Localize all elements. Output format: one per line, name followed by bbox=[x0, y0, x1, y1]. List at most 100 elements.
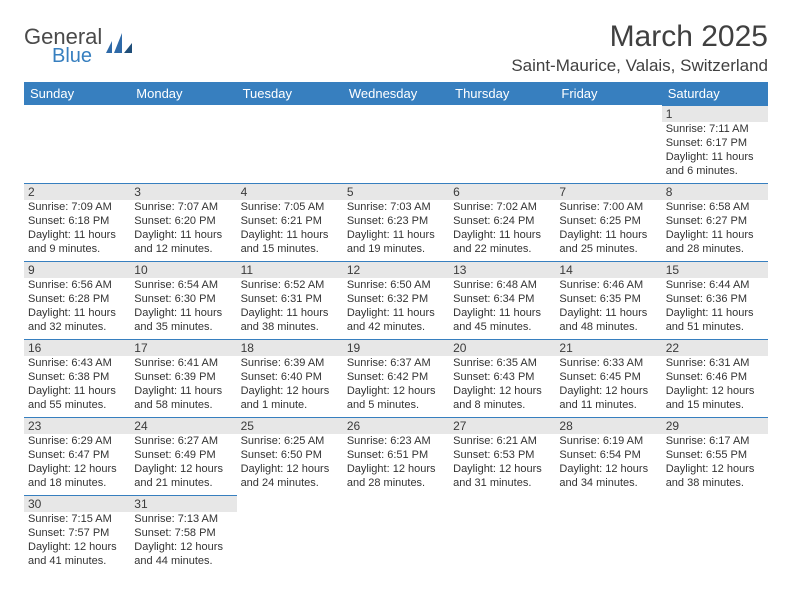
logo: General Blue bbox=[24, 26, 132, 66]
sunset-line: Sunset: 6:23 PM bbox=[347, 215, 445, 229]
sunset-line: Sunset: 6:31 PM bbox=[241, 293, 339, 307]
month-title: March 2025 bbox=[511, 20, 768, 54]
daylight-line: Daylight: 12 hours and 41 minutes. bbox=[28, 541, 126, 569]
sunrise-line: Sunrise: 6:33 AM bbox=[559, 357, 657, 371]
day-number: 30 bbox=[24, 495, 130, 512]
day-details: Sunrise: 6:31 AMSunset: 6:46 PMDaylight:… bbox=[662, 356, 768, 416]
day-number: 23 bbox=[24, 417, 130, 434]
sunset-line: Sunset: 7:57 PM bbox=[28, 527, 126, 541]
day-details: Sunrise: 6:23 AMSunset: 6:51 PMDaylight:… bbox=[343, 434, 449, 494]
day-details: Sunrise: 6:33 AMSunset: 6:45 PMDaylight:… bbox=[555, 356, 661, 416]
day-details: Sunrise: 7:02 AMSunset: 6:24 PMDaylight:… bbox=[449, 200, 555, 260]
calendar-empty bbox=[130, 105, 236, 183]
day-number: 24 bbox=[130, 417, 236, 434]
calendar-day: 16Sunrise: 6:43 AMSunset: 6:38 PMDayligh… bbox=[24, 339, 130, 417]
sunrise-line: Sunrise: 6:43 AM bbox=[28, 357, 126, 371]
daylight-line: Daylight: 11 hours and 22 minutes. bbox=[453, 229, 551, 257]
day-number: 25 bbox=[237, 417, 343, 434]
day-details: Sunrise: 7:07 AMSunset: 6:20 PMDaylight:… bbox=[130, 200, 236, 260]
daylight-line: Daylight: 12 hours and 15 minutes. bbox=[666, 385, 764, 413]
sunset-line: Sunset: 6:47 PM bbox=[28, 449, 126, 463]
day-details: Sunrise: 6:25 AMSunset: 6:50 PMDaylight:… bbox=[237, 434, 343, 494]
weekday-row: SundayMondayTuesdayWednesdayThursdayFrid… bbox=[24, 82, 768, 105]
calendar-day: 29Sunrise: 6:17 AMSunset: 6:55 PMDayligh… bbox=[662, 417, 768, 495]
daylight-line: Daylight: 11 hours and 51 minutes. bbox=[666, 307, 764, 335]
daylight-line: Daylight: 12 hours and 5 minutes. bbox=[347, 385, 445, 413]
daylight-line: Daylight: 11 hours and 58 minutes. bbox=[134, 385, 232, 413]
calendar-day: 14Sunrise: 6:46 AMSunset: 6:35 PMDayligh… bbox=[555, 261, 661, 339]
daylight-line: Daylight: 12 hours and 34 minutes. bbox=[559, 463, 657, 491]
sunset-line: Sunset: 6:32 PM bbox=[347, 293, 445, 307]
day-number: 10 bbox=[130, 261, 236, 278]
day-number: 14 bbox=[555, 261, 661, 278]
sunrise-line: Sunrise: 6:54 AM bbox=[134, 279, 232, 293]
daylight-line: Daylight: 12 hours and 28 minutes. bbox=[347, 463, 445, 491]
weekday-header: Sunday bbox=[24, 82, 130, 105]
daylight-line: Daylight: 11 hours and 12 minutes. bbox=[134, 229, 232, 257]
day-number: 31 bbox=[130, 495, 236, 512]
day-number: 27 bbox=[449, 417, 555, 434]
calendar-day: 2Sunrise: 7:09 AMSunset: 6:18 PMDaylight… bbox=[24, 183, 130, 261]
calendar-empty bbox=[343, 495, 449, 573]
calendar-week: 2Sunrise: 7:09 AMSunset: 6:18 PMDaylight… bbox=[24, 183, 768, 261]
calendar-empty bbox=[237, 495, 343, 573]
day-number: 29 bbox=[662, 417, 768, 434]
sunset-line: Sunset: 6:45 PM bbox=[559, 371, 657, 385]
daylight-line: Daylight: 12 hours and 11 minutes. bbox=[559, 385, 657, 413]
day-number: 18 bbox=[237, 339, 343, 356]
day-number: 19 bbox=[343, 339, 449, 356]
day-number: 17 bbox=[130, 339, 236, 356]
sunrise-line: Sunrise: 6:17 AM bbox=[666, 435, 764, 449]
calendar-empty bbox=[449, 495, 555, 573]
day-number: 3 bbox=[130, 183, 236, 200]
weekday-header: Tuesday bbox=[237, 82, 343, 105]
calendar-day: 18Sunrise: 6:39 AMSunset: 6:40 PMDayligh… bbox=[237, 339, 343, 417]
day-number: 1 bbox=[662, 105, 768, 122]
calendar-day: 4Sunrise: 7:05 AMSunset: 6:21 PMDaylight… bbox=[237, 183, 343, 261]
day-details: Sunrise: 7:00 AMSunset: 6:25 PMDaylight:… bbox=[555, 200, 661, 260]
sunset-line: Sunset: 6:36 PM bbox=[666, 293, 764, 307]
calendar-table: SundayMondayTuesdayWednesdayThursdayFrid… bbox=[24, 82, 768, 573]
daylight-line: Daylight: 11 hours and 32 minutes. bbox=[28, 307, 126, 335]
sunset-line: Sunset: 6:28 PM bbox=[28, 293, 126, 307]
day-details: Sunrise: 6:44 AMSunset: 6:36 PMDaylight:… bbox=[662, 278, 768, 338]
day-details: Sunrise: 7:13 AMSunset: 7:58 PMDaylight:… bbox=[130, 512, 236, 572]
weekday-header: Thursday bbox=[449, 82, 555, 105]
sunset-line: Sunset: 6:50 PM bbox=[241, 449, 339, 463]
sunrise-line: Sunrise: 7:00 AM bbox=[559, 201, 657, 215]
day-number: 8 bbox=[662, 183, 768, 200]
calendar-body: 1Sunrise: 7:11 AMSunset: 6:17 PMDaylight… bbox=[24, 105, 768, 573]
calendar-day: 27Sunrise: 6:21 AMSunset: 6:53 PMDayligh… bbox=[449, 417, 555, 495]
sunrise-line: Sunrise: 6:56 AM bbox=[28, 279, 126, 293]
day-number: 15 bbox=[662, 261, 768, 278]
calendar-day: 15Sunrise: 6:44 AMSunset: 6:36 PMDayligh… bbox=[662, 261, 768, 339]
sunset-line: Sunset: 6:25 PM bbox=[559, 215, 657, 229]
day-details: Sunrise: 6:19 AMSunset: 6:54 PMDaylight:… bbox=[555, 434, 661, 494]
sunrise-line: Sunrise: 6:50 AM bbox=[347, 279, 445, 293]
sunset-line: Sunset: 6:38 PM bbox=[28, 371, 126, 385]
calendar-day: 10Sunrise: 6:54 AMSunset: 6:30 PMDayligh… bbox=[130, 261, 236, 339]
calendar-day: 1Sunrise: 7:11 AMSunset: 6:17 PMDaylight… bbox=[662, 105, 768, 183]
calendar-day: 5Sunrise: 7:03 AMSunset: 6:23 PMDaylight… bbox=[343, 183, 449, 261]
sunset-line: Sunset: 6:17 PM bbox=[666, 137, 764, 151]
sunset-line: Sunset: 6:18 PM bbox=[28, 215, 126, 229]
calendar-week: 16Sunrise: 6:43 AMSunset: 6:38 PMDayligh… bbox=[24, 339, 768, 417]
day-details: Sunrise: 7:05 AMSunset: 6:21 PMDaylight:… bbox=[237, 200, 343, 260]
day-number: 5 bbox=[343, 183, 449, 200]
day-details: Sunrise: 6:50 AMSunset: 6:32 PMDaylight:… bbox=[343, 278, 449, 338]
sunrise-line: Sunrise: 7:02 AM bbox=[453, 201, 551, 215]
sunset-line: Sunset: 7:58 PM bbox=[134, 527, 232, 541]
sunset-line: Sunset: 6:49 PM bbox=[134, 449, 232, 463]
calendar-day: 3Sunrise: 7:07 AMSunset: 6:20 PMDaylight… bbox=[130, 183, 236, 261]
sunset-line: Sunset: 6:21 PM bbox=[241, 215, 339, 229]
header-row: General Blue March 2025 Saint-Maurice, V… bbox=[24, 20, 768, 76]
daylight-line: Daylight: 11 hours and 55 minutes. bbox=[28, 385, 126, 413]
calendar-empty bbox=[662, 495, 768, 573]
sunrise-line: Sunrise: 6:39 AM bbox=[241, 357, 339, 371]
sunrise-line: Sunrise: 7:03 AM bbox=[347, 201, 445, 215]
sunrise-line: Sunrise: 6:25 AM bbox=[241, 435, 339, 449]
daylight-line: Daylight: 11 hours and 38 minutes. bbox=[241, 307, 339, 335]
day-number: 11 bbox=[237, 261, 343, 278]
sunrise-line: Sunrise: 6:21 AM bbox=[453, 435, 551, 449]
sunrise-line: Sunrise: 6:29 AM bbox=[28, 435, 126, 449]
